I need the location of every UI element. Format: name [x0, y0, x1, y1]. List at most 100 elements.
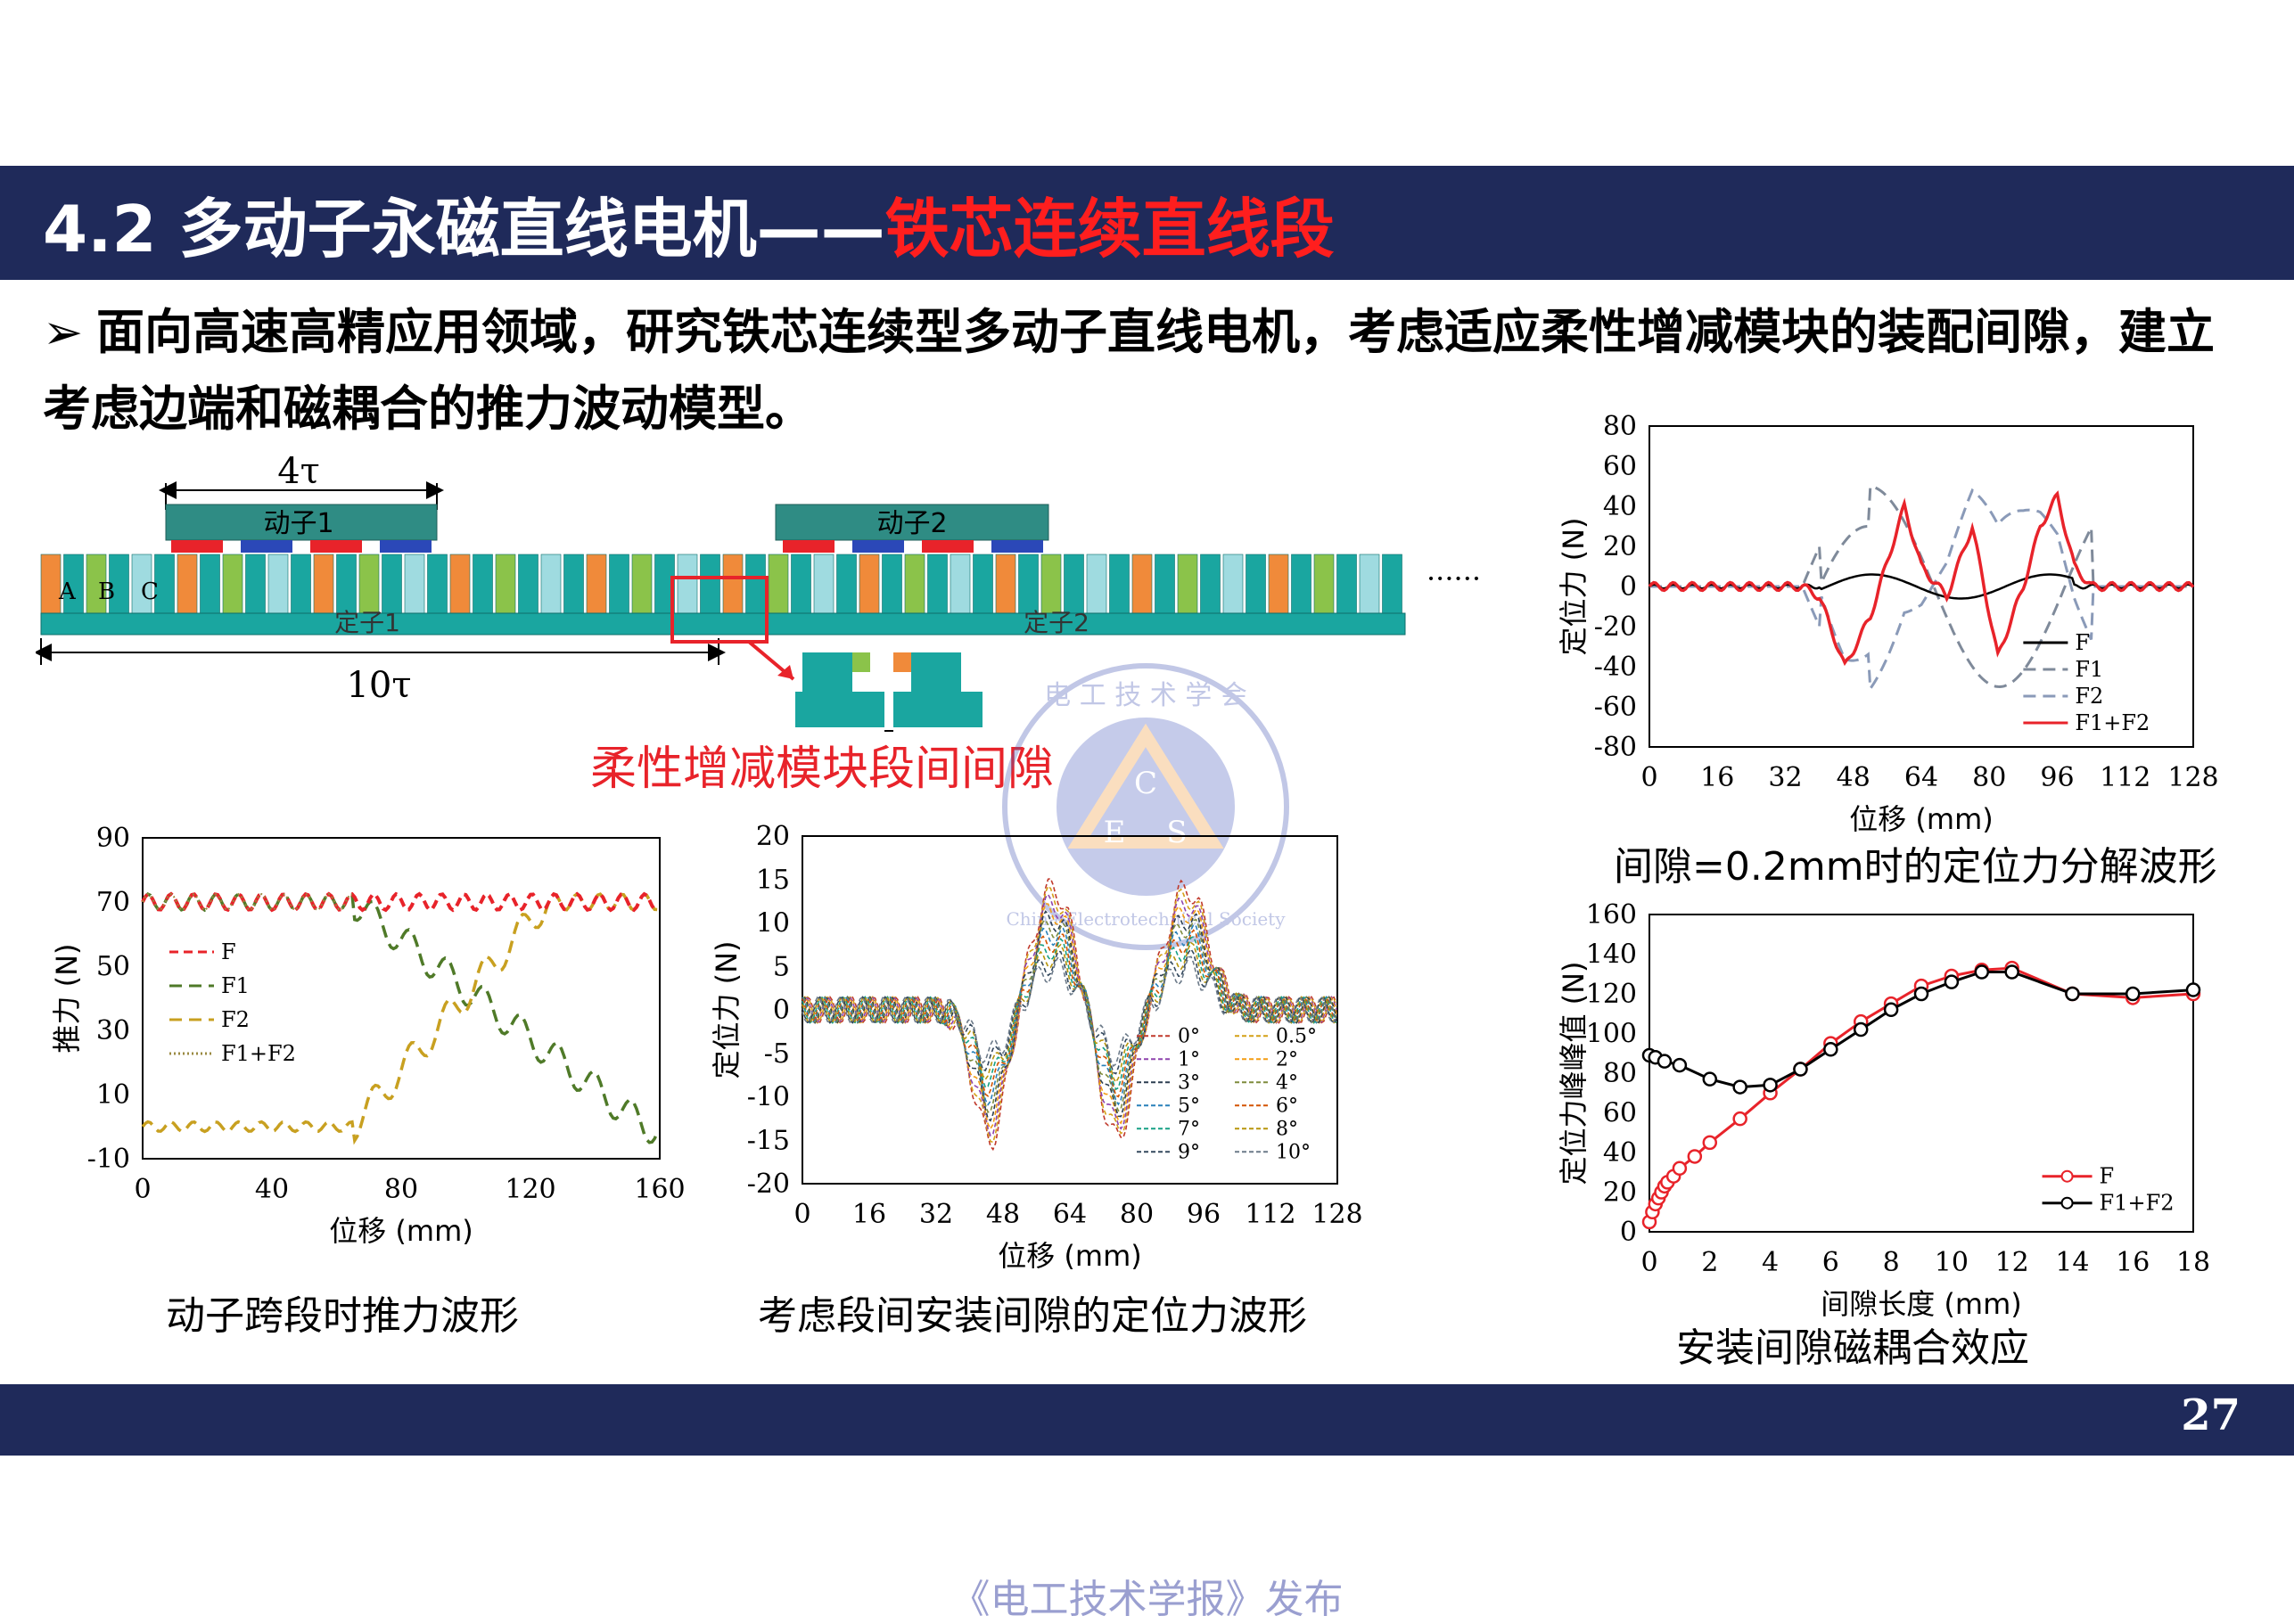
legend-label: 6° — [1276, 1095, 1298, 1117]
x-tick-label: 12 — [1995, 1247, 2029, 1278]
y-axis-label: 定位力 (N) — [710, 940, 744, 1079]
x-tick-label: 120 — [505, 1174, 555, 1205]
y-tick-label: 70 — [96, 887, 130, 918]
stator-tooth — [200, 554, 220, 614]
stator-tooth — [904, 554, 925, 614]
page-title: 4.2 多动子永磁直线电机——铁芯连续直线段 — [43, 176, 1335, 270]
x-tick-label: 40 — [255, 1174, 289, 1205]
data-point — [1763, 1078, 1778, 1093]
legend-label: 9° — [1178, 1141, 1200, 1163]
caption-coupling: 安装间隙磁耦合效应 — [1676, 1325, 2029, 1371]
title-section: 4.2 多动子永磁直线电机—— — [43, 192, 885, 267]
ellipsis: ······ — [1427, 562, 1481, 595]
stator-tooth — [995, 554, 1016, 614]
stator-tooth — [427, 554, 448, 614]
stator-tooth — [563, 554, 584, 614]
y-tick-label: -80 — [1594, 732, 1637, 763]
legend-label: F — [2100, 1164, 2115, 1189]
title-highlight: 铁芯连续直线段 — [884, 192, 1335, 267]
data-point — [1823, 1042, 1838, 1057]
stator-tooth — [1200, 554, 1221, 614]
stator-tooth — [222, 554, 243, 614]
stator-tooth — [449, 554, 471, 614]
stator-1-label: 定子1 — [334, 608, 400, 637]
data-point — [2125, 986, 2141, 1002]
stator-tooth — [267, 554, 289, 614]
y-tick-label: 50 — [96, 951, 130, 982]
x-tick-label: 0 — [134, 1174, 151, 1205]
legend-label: F2 — [2075, 684, 2103, 709]
data-point — [1974, 964, 1990, 980]
series-angle — [802, 884, 1337, 1144]
y-tick-label: 40 — [1603, 491, 1637, 522]
x-tick-label: 96 — [2040, 762, 2074, 793]
stator-tooth — [404, 554, 425, 614]
x-tick-label: 80 — [1972, 762, 2006, 793]
x-tick-label: 8 — [1883, 1247, 1900, 1278]
y-tick-label: 120 — [1586, 979, 1637, 1010]
series-angle — [802, 947, 1337, 1075]
y-tick-label: 0 — [773, 995, 790, 1026]
legend-marker — [2060, 1196, 2074, 1210]
y-tick-label: 0 — [1620, 571, 1637, 603]
x-tick-label: 16 — [2116, 1247, 2150, 1278]
x-axis-label: 位移 (mm) — [1849, 802, 1994, 836]
y-axis-label: 定位力峰峰值 (N) — [1557, 961, 1591, 1185]
y-axis-label: 定位力 (N) — [1557, 517, 1591, 655]
data-point — [1657, 1054, 1673, 1069]
stator-tooth — [859, 554, 880, 614]
stator-tooth — [245, 554, 266, 614]
y-tick-label: 60 — [1603, 1098, 1637, 1129]
y-tick-label: -20 — [1594, 611, 1637, 643]
stator-tooth — [1222, 554, 1244, 614]
phase-c-label: C — [141, 578, 159, 605]
mover-2-magnets — [783, 540, 1043, 553]
stator-tooth — [495, 554, 516, 614]
series-angle — [802, 923, 1337, 1106]
caption-cogging-gap: 考虑段间安装间隙的定位力波形 — [758, 1293, 1307, 1339]
legend-label: 1° — [1178, 1048, 1200, 1070]
data-point — [1732, 1111, 1747, 1127]
x-tick-label: 14 — [2055, 1247, 2089, 1278]
stator-tooth — [1177, 554, 1198, 614]
legend-label: F1 — [221, 973, 250, 998]
stator-tooth — [358, 554, 380, 614]
stator-tooth — [586, 554, 607, 614]
x-tick-label: 48 — [1837, 762, 1871, 793]
x-tick-label: 48 — [986, 1199, 1020, 1230]
series-F2 — [1649, 488, 2193, 693]
top-dim-label: 4τ — [277, 451, 320, 492]
x-tick-label: 80 — [1120, 1199, 1154, 1230]
y-tick-label: -15 — [747, 1125, 790, 1156]
cogging-gap-chart: 0 16 32 48 64 80 96 112 128 20 15 10 5 0 -5 -10 -15 -20 位移… — [710, 821, 1363, 1273]
bullet-point: ➢ 面向高速高精应用领域，研究铁芯连续型多动子直线电机，考虑适应柔性增减模块的装配… — [43, 294, 2227, 447]
page-number: 27 — [2181, 1390, 2241, 1440]
legend-label: F — [221, 939, 236, 964]
x-tick-label: 112 — [1245, 1199, 1295, 1230]
x-tick-label: 0 — [793, 1199, 810, 1230]
y-tick-label: 20 — [1603, 531, 1637, 562]
stator-tooth — [882, 554, 902, 614]
mover-1-magnets — [171, 540, 432, 553]
data-point — [1672, 1057, 1688, 1073]
y-tick-label: 10 — [96, 1079, 130, 1111]
stator-tooth — [1268, 554, 1289, 614]
title-bar — [0, 166, 2294, 280]
data-point — [2065, 986, 2080, 1002]
series-angle — [802, 918, 1337, 1113]
stator-teeth — [40, 554, 1402, 614]
y-tick-label: 5 — [773, 951, 790, 982]
stator-tooth — [1018, 554, 1039, 614]
y-tick-label: -5 — [764, 1038, 790, 1070]
data-point — [1944, 974, 1960, 989]
bullet-text: 面向高速高精应用领域，研究铁芯连续型多动子直线电机，考虑适应柔性增减模块的装配间… — [43, 304, 2215, 437]
legend-label: 7° — [1178, 1118, 1200, 1140]
y-tick-label: -40 — [1594, 652, 1637, 683]
x-axis-label: 位移 (mm) — [998, 1239, 1142, 1273]
legend-label: F1+F2 — [2075, 710, 2150, 735]
stator-tooth — [313, 554, 334, 614]
stator-tooth — [336, 554, 357, 614]
x-axis-label: 间隙长度 (mm) — [1821, 1287, 2022, 1319]
motor-structure-diagram: 4τ 动子1 动子2 A B C 定子1 定子2 ······ 10τ — [36, 451, 1481, 732]
mover-1 — [165, 504, 438, 541]
